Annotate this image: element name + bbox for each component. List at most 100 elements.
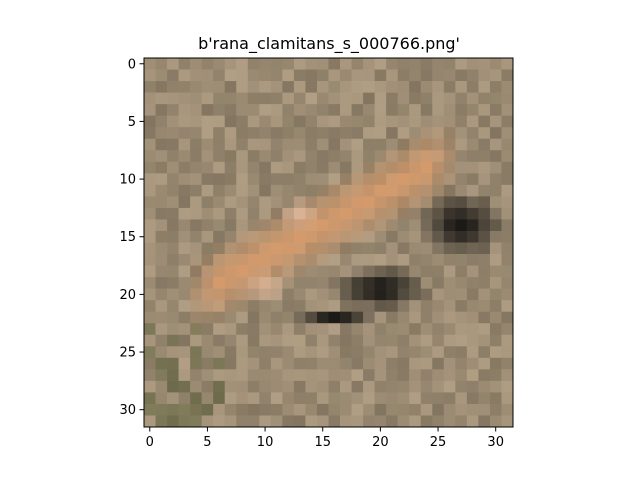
image-pixel: [282, 254, 295, 266]
image-pixel: [409, 323, 422, 336]
image-pixel: [420, 392, 433, 405]
image-pixel: [305, 219, 318, 232]
image-pixel: [374, 323, 387, 336]
image-pixel: [293, 242, 306, 255]
image-pixel: [259, 369, 272, 382]
image-pixel: [247, 230, 260, 243]
image-pixel: [155, 115, 168, 128]
image-pixel: [466, 415, 479, 428]
image-pixel: [351, 207, 364, 220]
image-pixel: [409, 184, 422, 197]
image-pixel: [397, 127, 410, 140]
image-pixel: [489, 173, 502, 186]
image-pixel: [374, 403, 387, 416]
image-pixel: [293, 369, 306, 382]
image-pixel: [351, 334, 364, 347]
image-pixel: [386, 242, 399, 255]
image-pixel: [282, 265, 295, 278]
image-pixel: [167, 277, 179, 289]
image-pixel: [328, 81, 341, 93]
image-pixel: [178, 69, 191, 82]
image-pixel: [155, 173, 168, 186]
image-pixel: [236, 300, 249, 313]
image-pixel: [386, 104, 399, 117]
image-pixel: [501, 403, 514, 416]
image-pixel: [351, 58, 364, 70]
image-pixel: [270, 69, 283, 82]
image-pixel: [213, 230, 226, 243]
image-pixel: [420, 127, 433, 140]
image-pixel: [363, 104, 375, 117]
image-pixel: [363, 196, 375, 209]
image-pixel: [213, 196, 226, 209]
image-pixel: [374, 230, 387, 243]
image-pixel: [351, 138, 364, 151]
image-pixel: [466, 184, 479, 197]
image-pixel: [316, 254, 329, 266]
image-pixel: [155, 230, 168, 243]
image-pixel: [340, 58, 352, 70]
image-pixel: [340, 357, 352, 370]
image-pixel: [155, 207, 168, 220]
image-pixel: [293, 311, 306, 324]
image-pixel: [224, 138, 237, 151]
image-pixel: [443, 346, 456, 359]
image-pixel: [432, 219, 445, 232]
image-pixel: [236, 346, 249, 359]
image-pixel: [466, 104, 479, 117]
image-pixel: [201, 104, 214, 117]
image-pixel: [478, 323, 491, 336]
image-pixel: [328, 127, 341, 140]
image-pixel: [443, 104, 456, 117]
image-pixel: [340, 254, 352, 266]
image-pixel: [305, 69, 318, 82]
image-pixel: [466, 334, 479, 347]
image-pixel: [236, 334, 249, 347]
image-pixel: [236, 219, 249, 232]
image-pixel: [328, 300, 341, 313]
image-pixel: [340, 300, 352, 313]
image-pixel: [501, 346, 514, 359]
image-pixel: [501, 334, 514, 347]
image-pixel: [201, 300, 214, 313]
image-pixel: [305, 58, 318, 70]
x-tick-label: 5: [203, 435, 211, 450]
image-pixel: [178, 265, 191, 278]
image-pixel: [201, 415, 214, 428]
image-pixel: [386, 196, 399, 209]
image-pixel: [259, 311, 272, 324]
image-pixel: [397, 334, 410, 347]
image-pixel: [501, 323, 514, 336]
image-pixel: [409, 115, 422, 128]
image-pixel: [340, 334, 352, 347]
image-pixel: [282, 277, 295, 289]
image-pixel: [190, 311, 203, 324]
image-pixel: [328, 219, 341, 232]
image-pixel: [351, 403, 364, 416]
image-pixel: [351, 242, 364, 255]
image-pixel: [328, 69, 341, 82]
image-pixel: [224, 161, 237, 174]
image-pixel: [155, 219, 168, 232]
image-pixel: [420, 81, 433, 93]
image-pixel: [305, 392, 318, 405]
image-pixel: [201, 69, 214, 82]
image-pixel: [259, 357, 272, 370]
image-pixel: [270, 115, 283, 128]
image-pixel: [316, 311, 329, 324]
image-pixel: [386, 69, 399, 82]
image-pixel: [340, 265, 352, 278]
image-pixel: [501, 173, 514, 186]
image-pixel: [432, 288, 445, 301]
image-pixel: [178, 242, 191, 255]
image-pixel: [178, 196, 191, 209]
image-pixel: [328, 288, 341, 301]
image-pixel: [409, 265, 422, 278]
image-pixel: [409, 69, 422, 82]
image-pixel: [328, 115, 341, 128]
image-pixel: [144, 403, 156, 416]
image-pixel: [144, 92, 156, 105]
image-pixel: [420, 219, 433, 232]
image-pixel: [224, 357, 237, 370]
image-pixel: [270, 150, 283, 163]
